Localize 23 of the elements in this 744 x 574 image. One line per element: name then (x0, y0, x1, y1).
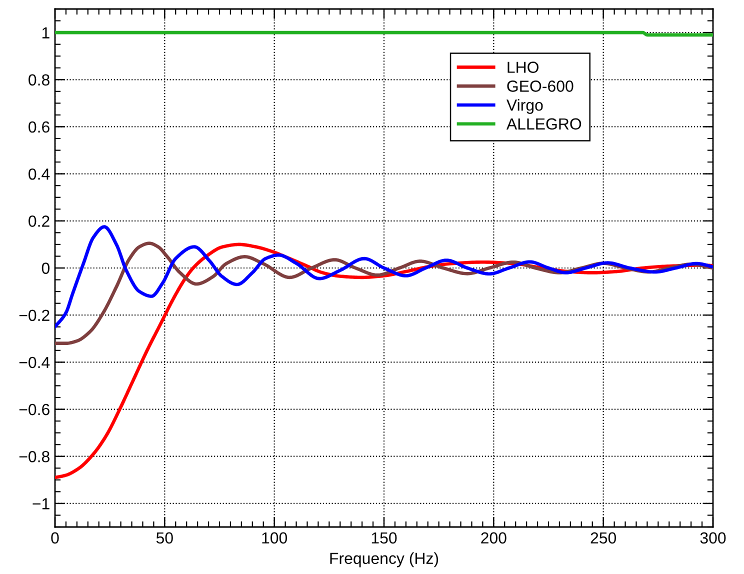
x-tick-label: 50 (156, 532, 173, 544)
y-tick-label: 0.8 (28, 74, 50, 86)
y-tick-label: −0.4 (19, 356, 50, 368)
x-tick-label: 0 (51, 532, 59, 544)
x-tick-label: 300 (700, 532, 726, 544)
y-tick-label: −0.6 (19, 404, 50, 416)
legend-label: Virgo (506, 98, 543, 114)
y-tick-label: −0.2 (19, 310, 50, 322)
y-tick-label: −1 (32, 498, 50, 510)
y-tick-label: 0.4 (28, 168, 50, 180)
x-tick-label: 150 (372, 532, 397, 544)
y-tick-label: 0.2 (28, 216, 50, 227)
x-tick-label: 200 (481, 532, 506, 544)
y-tick-label: 1 (42, 27, 50, 38)
y-tick-label: −0.8 (19, 451, 50, 462)
x-tick-label: 100 (262, 532, 288, 544)
legend-label: GEO-600 (507, 80, 574, 92)
x-tick-label: 250 (590, 532, 616, 544)
x-axis-title: Frequency (Hz) (330, 552, 438, 568)
y-tick-label: 0 (42, 262, 50, 274)
legend-label: ALLEGRO (506, 118, 582, 130)
legend-label: LHO (508, 62, 538, 73)
y-tick-label: 0.6 (28, 121, 50, 133)
